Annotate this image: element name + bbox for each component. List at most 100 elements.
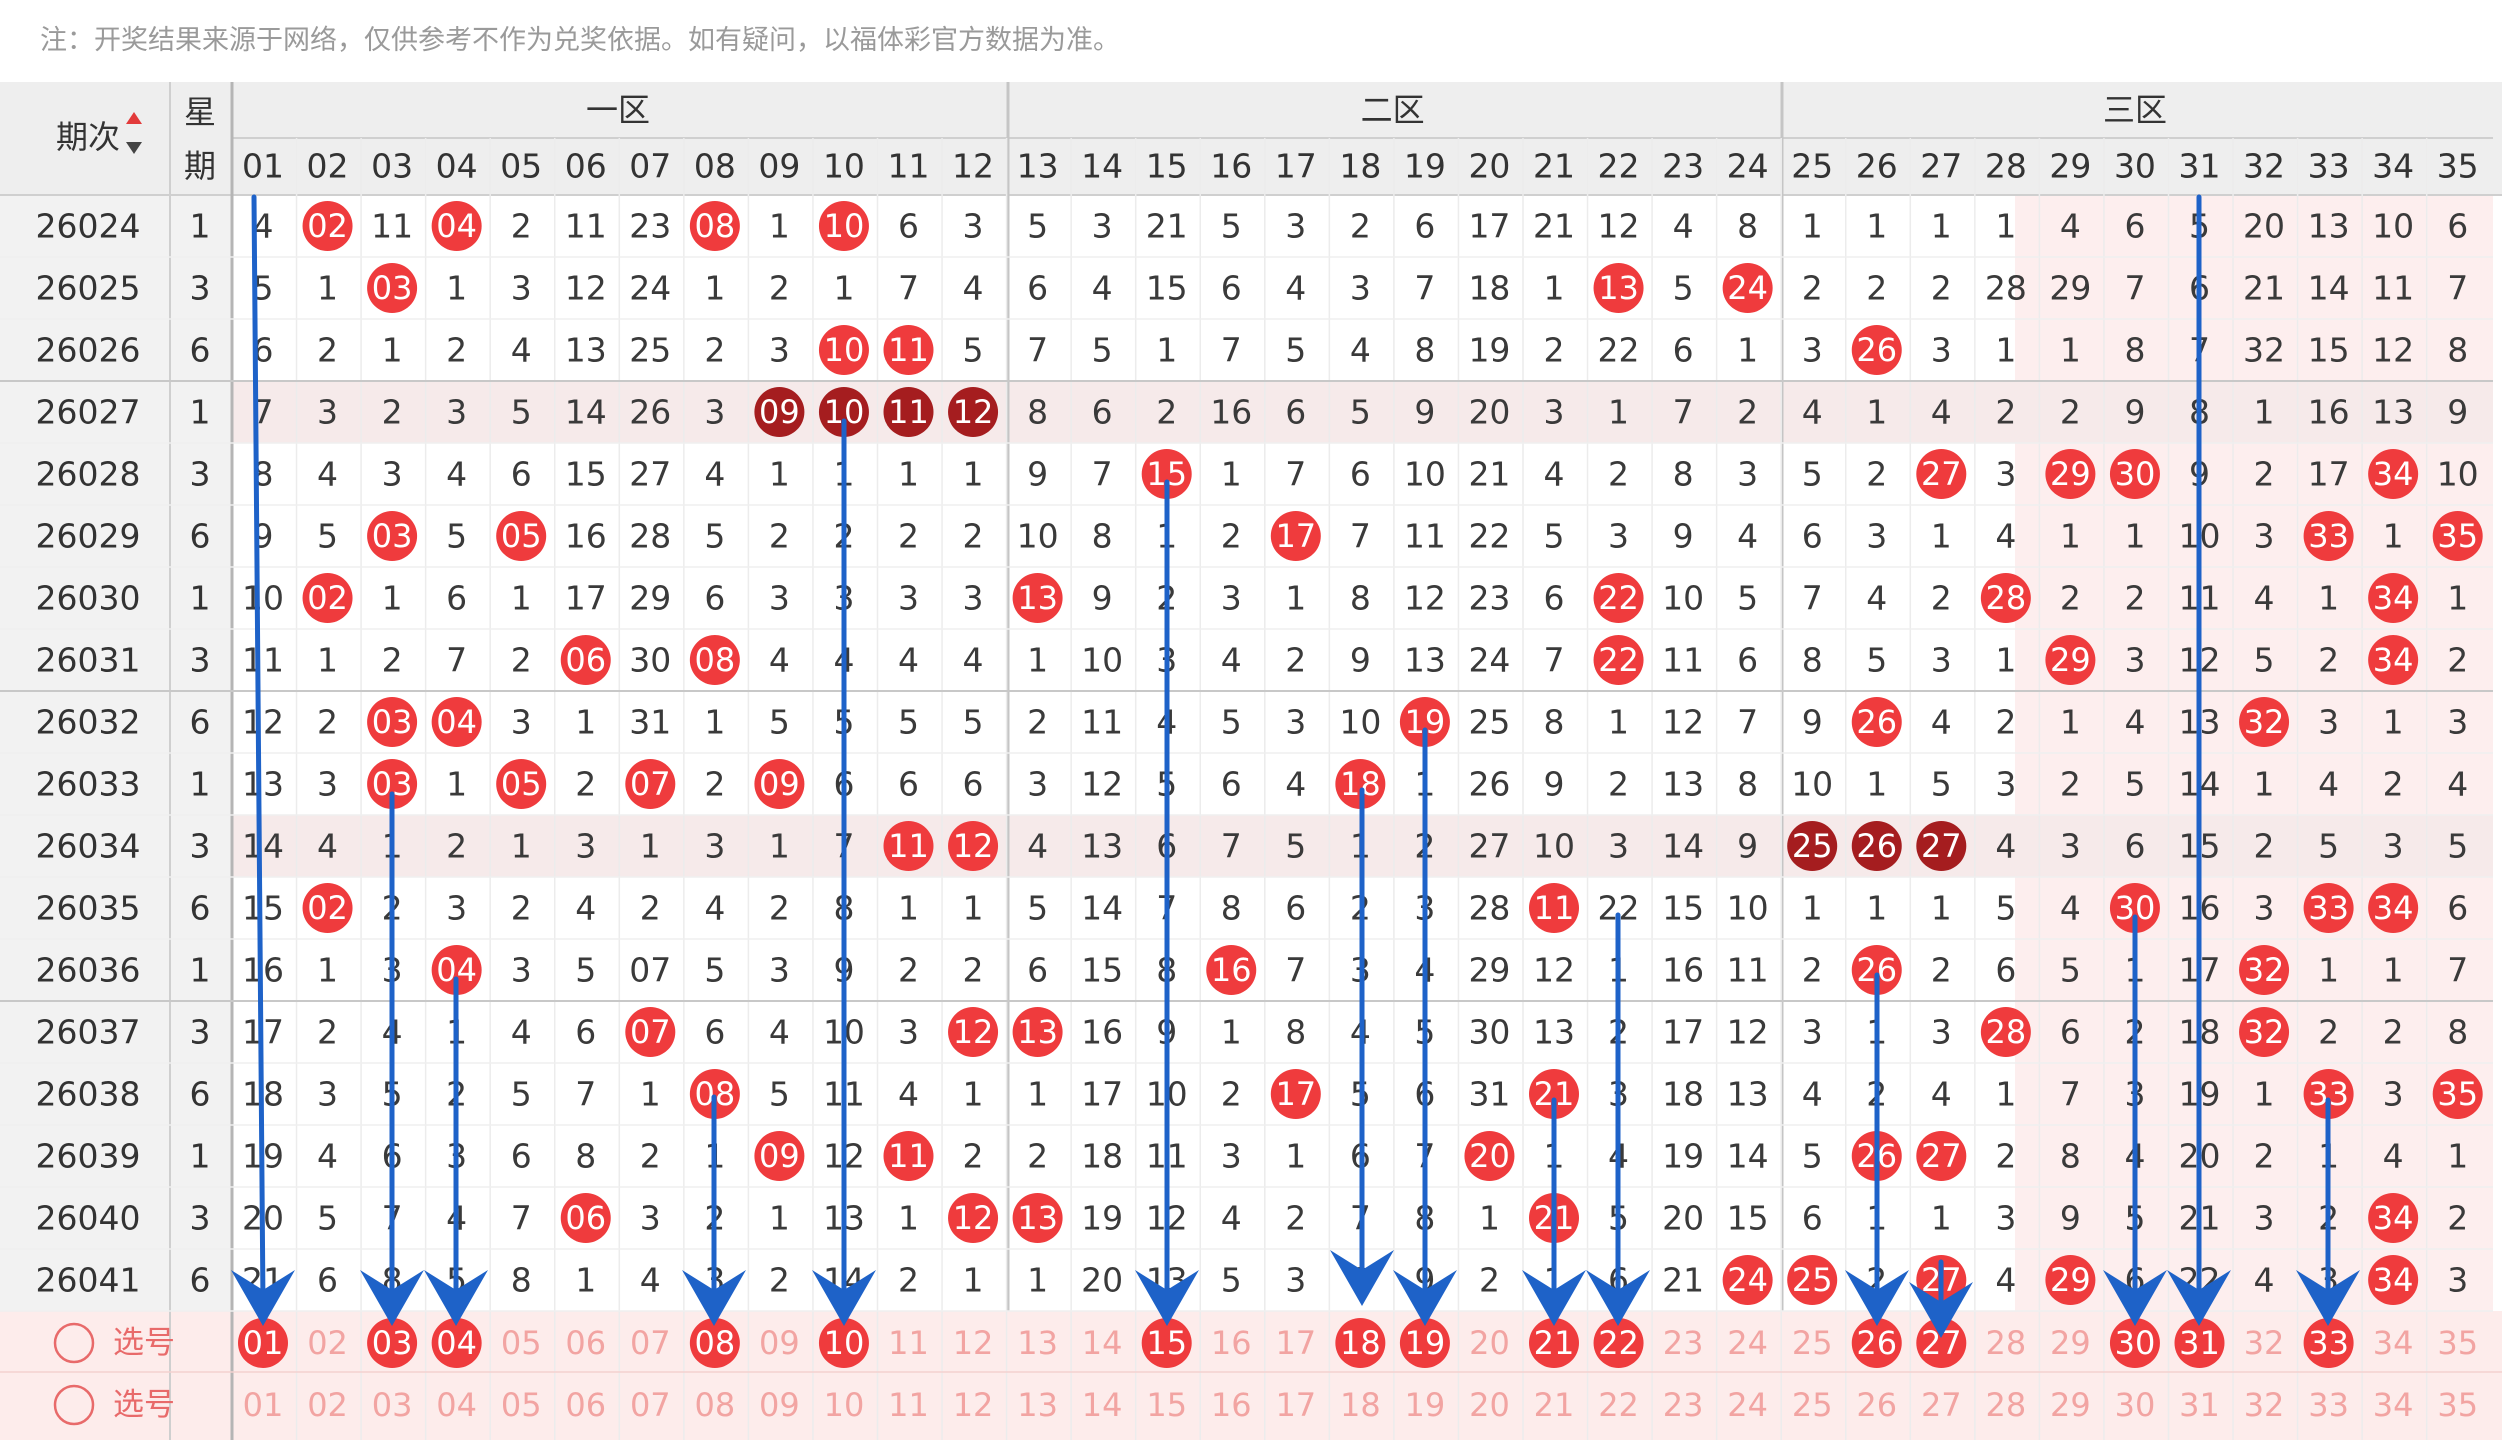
select-ball-21[interactable] — [1529, 1318, 1579, 1368]
select-number-01[interactable]: 01 — [243, 1386, 284, 1424]
drawn-ball-number: 32 — [2244, 1013, 2285, 1051]
select-number-31[interactable]: 31 — [2179, 1386, 2220, 1424]
select-ball-18[interactable] — [1335, 1318, 1386, 1368]
miss-count: 5 — [1285, 827, 1306, 866]
drawn-ball — [818, 325, 869, 375]
miss-count: 8 — [1350, 579, 1371, 618]
select-number-16[interactable]: 16 — [1211, 1386, 1252, 1424]
select-ball-10[interactable] — [818, 1318, 869, 1368]
select-number-32[interactable]: 32 — [2244, 1324, 2285, 1362]
select-number-13[interactable]: 13 — [1017, 1324, 1058, 1362]
select-number-03[interactable]: 03 — [372, 1386, 413, 1424]
select-number-23[interactable]: 23 — [1663, 1324, 1704, 1362]
select-number-24[interactable]: 24 — [1727, 1324, 1768, 1362]
select-ball-08[interactable] — [689, 1318, 740, 1368]
miss-count: 5 — [317, 1199, 338, 1238]
drawn-ball — [2109, 449, 2160, 499]
select-number-14[interactable]: 14 — [1082, 1324, 1123, 1362]
select-ball-27[interactable] — [1916, 1318, 1967, 1368]
sort-down-icon[interactable] — [126, 142, 142, 154]
miss-count: 4 — [1350, 331, 1371, 370]
miss-count: 3 — [1027, 765, 1048, 804]
select-number-19[interactable]: 19 — [1405, 1386, 1446, 1424]
miss-count: 4 — [1802, 393, 1823, 432]
select-number-09[interactable]: 09 — [759, 1386, 800, 1424]
select-number-32[interactable]: 32 — [2244, 1386, 2285, 1424]
drawn-ball-number: 09 — [759, 765, 800, 803]
select-ball-15[interactable] — [1141, 1318, 1192, 1368]
select-ball-19[interactable] — [1399, 1318, 1450, 1368]
select-number-21[interactable]: 21 — [1534, 1386, 1575, 1424]
sort-up-icon[interactable] — [126, 112, 142, 124]
select-number-35[interactable]: 35 — [2437, 1324, 2478, 1362]
drawn-ball — [431, 201, 482, 251]
miss-count: 5 — [704, 517, 725, 556]
select-number-11[interactable]: 11 — [888, 1324, 929, 1362]
select-number-16[interactable]: 16 — [1211, 1324, 1252, 1362]
select-number-08[interactable]: 08 — [694, 1386, 735, 1424]
select-number-28[interactable]: 28 — [1985, 1386, 2026, 1424]
select-ball-01[interactable] — [238, 1318, 288, 1368]
miss-count: 1 — [575, 703, 596, 742]
select-ball-04[interactable] — [431, 1318, 482, 1368]
drawn-ball — [625, 759, 676, 809]
select-number-17[interactable]: 17 — [1275, 1324, 1316, 1362]
select-number-29[interactable]: 29 — [2050, 1386, 2091, 1424]
miss-count: 13 — [242, 765, 284, 804]
select-number-24[interactable]: 24 — [1727, 1386, 1768, 1424]
select-radio[interactable] — [53, 1384, 95, 1426]
select-number-27[interactable]: 27 — [1921, 1386, 1962, 1424]
select-ball-22[interactable] — [1593, 1318, 1644, 1368]
select-number-18[interactable]: 18 — [1340, 1386, 1381, 1424]
select-number-25[interactable]: 25 — [1792, 1324, 1833, 1362]
select-ball-03[interactable] — [367, 1318, 418, 1368]
select-number-20[interactable]: 20 — [1469, 1324, 1510, 1362]
miss-count: 12 — [1533, 951, 1575, 990]
select-ball-31[interactable] — [2174, 1318, 2225, 1368]
select-number-15[interactable]: 15 — [1146, 1386, 1187, 1424]
select-number-17[interactable]: 17 — [1275, 1386, 1316, 1424]
select-number-22[interactable]: 22 — [1598, 1386, 1639, 1424]
select-number-28[interactable]: 28 — [1985, 1324, 2026, 1362]
drawn-ball — [496, 759, 547, 809]
select-number-14[interactable]: 14 — [1082, 1386, 1123, 1424]
select-number-10[interactable]: 10 — [824, 1386, 865, 1424]
miss-count: 1 — [963, 1261, 984, 1300]
select-number-29[interactable]: 29 — [2050, 1324, 2091, 1362]
select-number-05[interactable]: 05 — [501, 1386, 542, 1424]
select-number-02[interactable]: 02 — [307, 1386, 348, 1424]
select-number-34[interactable]: 34 — [2373, 1324, 2414, 1362]
select-number-02[interactable]: 02 — [307, 1324, 348, 1362]
select-ball-33[interactable] — [2303, 1318, 2354, 1368]
miss-count: 4 — [2254, 1261, 2275, 1300]
select-number-06[interactable]: 06 — [565, 1386, 606, 1424]
drawn-ball-number: 22 — [1598, 641, 1639, 679]
select-number-09[interactable]: 09 — [759, 1324, 800, 1362]
select-number-12[interactable]: 12 — [953, 1324, 994, 1362]
select-number-26[interactable]: 26 — [1856, 1386, 1897, 1424]
select-ball-26[interactable] — [1851, 1318, 1902, 1368]
miss-count: 5 — [1350, 393, 1371, 432]
miss-count: 7 — [898, 269, 919, 308]
select-number-11[interactable]: 11 — [888, 1386, 929, 1424]
select-number-23[interactable]: 23 — [1663, 1386, 1704, 1424]
select-number-34[interactable]: 34 — [2373, 1386, 2414, 1424]
select-number-07[interactable]: 07 — [630, 1324, 671, 1362]
select-number-06[interactable]: 06 — [565, 1324, 606, 1362]
select-number-07[interactable]: 07 — [630, 1386, 671, 1424]
select-number-33[interactable]: 33 — [2308, 1386, 2349, 1424]
miss-count: 1 — [1027, 641, 1048, 680]
select-number-30[interactable]: 30 — [2115, 1386, 2156, 1424]
select-number-35[interactable]: 35 — [2437, 1386, 2478, 1424]
select-number-25[interactable]: 25 — [1792, 1386, 1833, 1424]
select-number-04[interactable]: 04 — [436, 1386, 477, 1424]
select-number-12[interactable]: 12 — [953, 1386, 994, 1424]
select-number-13[interactable]: 13 — [1017, 1386, 1058, 1424]
miss-count: 5 — [1027, 207, 1048, 246]
select-number-05[interactable]: 05 — [501, 1324, 542, 1362]
select-number-20[interactable]: 20 — [1469, 1386, 1510, 1424]
select-radio[interactable] — [53, 1322, 95, 1364]
select-ball-30[interactable] — [2109, 1318, 2160, 1368]
drawn-ball-number: 11 — [888, 331, 929, 369]
miss-count: 3 — [511, 269, 532, 308]
